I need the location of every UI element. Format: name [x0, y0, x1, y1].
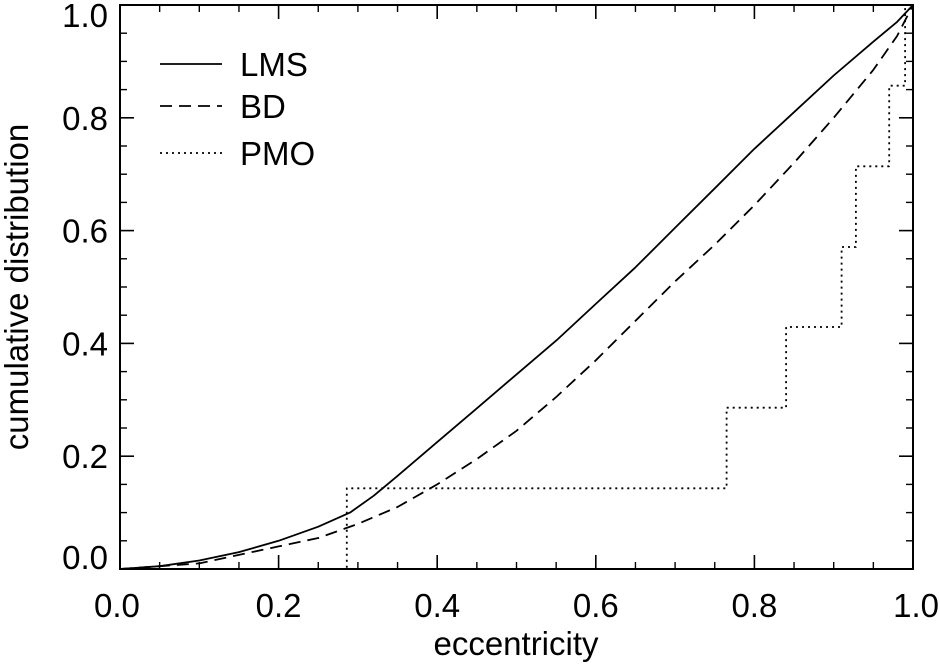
series-line-lms	[119, 4, 914, 570]
y-tick-label: 0.4	[62, 325, 108, 362]
x-tick-label: 0.2	[256, 587, 302, 624]
x-tick-label: 0.6	[573, 587, 619, 624]
x-tick-label: 0.0	[94, 587, 140, 624]
ticks	[119, 4, 914, 570]
y-tick-label: 0.6	[62, 213, 108, 250]
x-tick-label: 0.8	[731, 587, 777, 624]
legend: LMS BD PMO	[160, 46, 315, 172]
series-lines	[119, 4, 914, 570]
y-tick-label: 0.0	[62, 539, 108, 576]
series-line-pmo	[120, 4, 913, 570]
legend-label-bd: BD	[240, 88, 286, 125]
y-tick-label: 1.0	[62, 0, 108, 34]
plot-frame	[119, 4, 914, 570]
y-tick-label: 0.8	[62, 100, 108, 137]
y-tick-label: 0.2	[62, 438, 108, 475]
legend-label-pmo: PMO	[240, 135, 315, 172]
y-axis-title: cumulative distribution	[0, 124, 35, 451]
x-tick-label: 1.0	[893, 587, 939, 624]
series-line-bd	[119, 4, 914, 570]
tick-labels: 0.0 0.2 0.4 0.6 0.8 1.0 0.0 0.2 0.4 0.6 0.8 1.0	[62, 0, 939, 624]
x-tick-label: 0.4	[414, 587, 460, 624]
legend-label-lms: LMS	[240, 46, 308, 83]
x-axis-title: eccentricity	[433, 625, 599, 662]
